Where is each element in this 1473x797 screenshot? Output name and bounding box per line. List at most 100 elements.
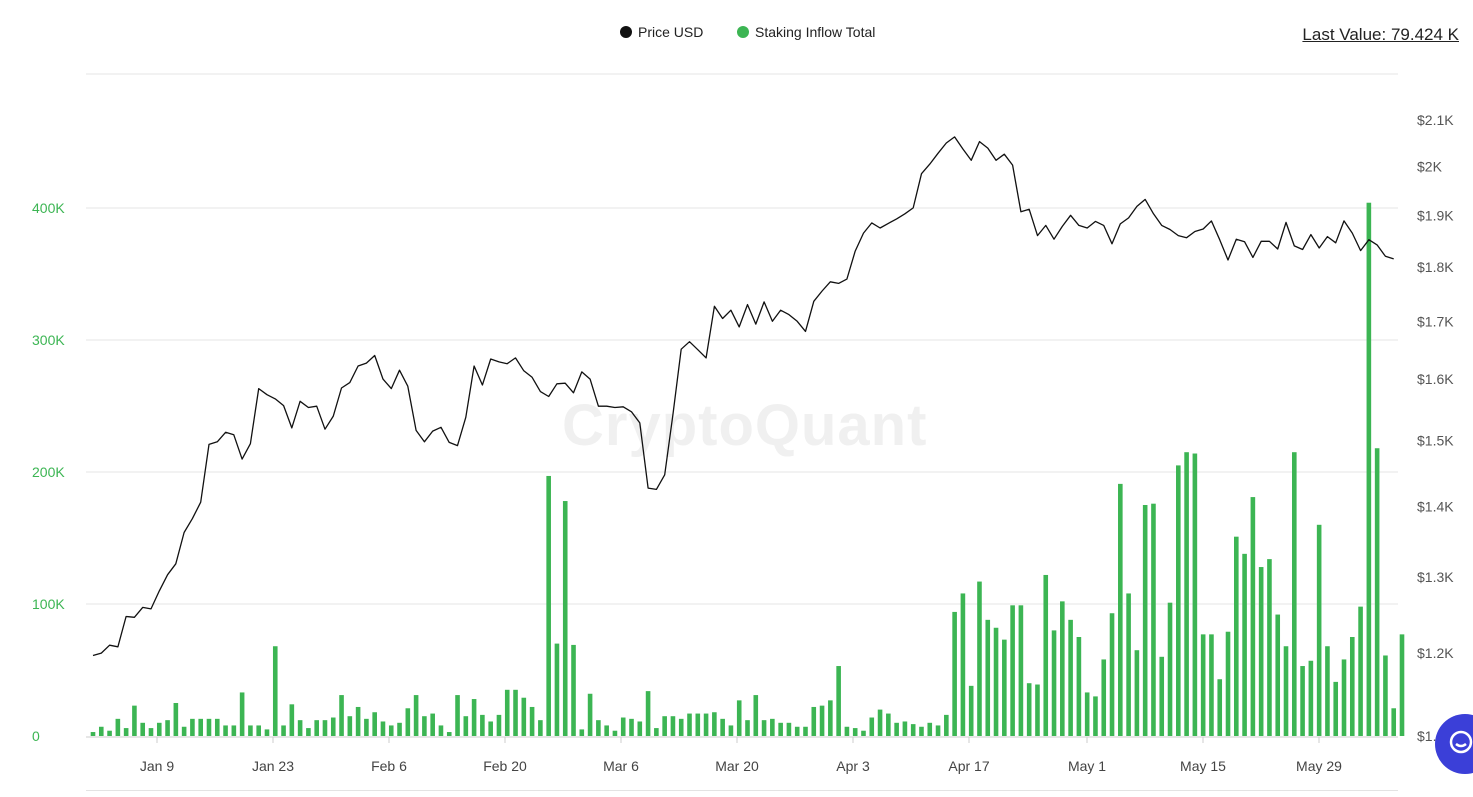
inflow-bar[interactable] <box>811 706 817 736</box>
inflow-bar[interactable] <box>919 726 924 736</box>
inflow-bar[interactable] <box>712 712 717 736</box>
inflow-bar[interactable] <box>546 475 551 736</box>
inflow-bar[interactable] <box>935 725 941 736</box>
inflow-bar[interactable] <box>645 691 651 736</box>
inflow-bar[interactable] <box>1026 683 1032 736</box>
inflow-bar[interactable] <box>637 721 643 736</box>
inflow-bar[interactable] <box>720 718 725 736</box>
inflow-bar[interactable] <box>629 718 634 736</box>
inflow-bar[interactable] <box>803 726 808 736</box>
inflow-bar[interactable] <box>1167 602 1173 736</box>
inflow-bar[interactable] <box>1184 452 1189 736</box>
inflow-bar[interactable] <box>1060 601 1065 736</box>
inflow-bar[interactable] <box>894 722 899 736</box>
inflow-bar[interactable] <box>1217 679 1223 736</box>
inflow-bar[interactable] <box>736 700 742 736</box>
inflow-bar[interactable] <box>529 706 535 736</box>
legend-item-price[interactable]: Price USD <box>620 24 703 40</box>
inflow-bar[interactable] <box>844 726 850 736</box>
inflow-bar[interactable] <box>306 728 311 736</box>
inflow-bar[interactable] <box>1275 614 1281 736</box>
inflow-bar[interactable] <box>231 725 237 736</box>
inflow-bar[interactable] <box>422 716 427 736</box>
inflow-bar[interactable] <box>1093 696 1098 736</box>
inflow-bar[interactable] <box>1341 659 1347 736</box>
inflow-bar[interactable] <box>496 714 502 736</box>
inflow-bar[interactable] <box>1109 613 1115 736</box>
inflow-bar[interactable] <box>181 726 187 736</box>
inflow-bar[interactable] <box>156 722 162 736</box>
inflow-bar[interactable] <box>596 720 601 736</box>
inflow-bar[interactable] <box>828 700 833 736</box>
inflow-bar[interactable] <box>1018 605 1024 736</box>
inflow-bar[interactable] <box>206 718 212 736</box>
inflow-bar[interactable] <box>1118 483 1123 736</box>
inflow-bar[interactable] <box>861 730 866 736</box>
inflow-bar[interactable] <box>1159 656 1165 736</box>
inflow-bar[interactable] <box>281 725 286 736</box>
inflow-bar[interactable] <box>786 722 792 736</box>
inflow-bar[interactable] <box>1358 606 1363 736</box>
inflow-bar[interactable] <box>1200 634 1206 736</box>
inflow-bar[interactable] <box>1176 465 1181 736</box>
inflow-bar[interactable] <box>728 725 734 736</box>
inflow-bar[interactable] <box>322 720 328 736</box>
inflow-bar[interactable] <box>1076 637 1082 736</box>
inflow-bar[interactable] <box>140 722 146 736</box>
inflow-bar[interactable] <box>1291 452 1297 736</box>
inflow-bar[interactable] <box>107 730 112 736</box>
inflow-bar[interactable] <box>952 611 957 736</box>
inflow-bar[interactable] <box>910 724 916 736</box>
legend-item-inflow[interactable]: Staking Inflow Total <box>737 24 875 40</box>
inflow-bar[interactable] <box>612 730 618 736</box>
inflow-bar[interactable] <box>446 732 452 736</box>
inflow-bar[interactable] <box>794 726 800 736</box>
inflow-bar[interactable] <box>1084 692 1090 736</box>
inflow-bar[interactable] <box>985 619 991 736</box>
inflow-bar[interactable] <box>372 712 377 736</box>
last-value-link[interactable]: Last Value: 79.424 K <box>1302 25 1459 44</box>
inflow-bar[interactable] <box>761 720 767 736</box>
inflow-bar[interactable] <box>272 646 278 736</box>
inflow-bar[interactable] <box>438 725 444 736</box>
inflow-bar[interactable] <box>1333 681 1339 736</box>
inflow-bar[interactable] <box>753 695 759 736</box>
inflow-bar[interactable] <box>678 718 684 736</box>
inflow-bar[interactable] <box>339 695 344 736</box>
inflow-bar[interactable] <box>1068 619 1073 736</box>
inflow-bar[interactable] <box>98 726 104 736</box>
inflow-bar[interactable] <box>355 706 361 736</box>
inflow-bar[interactable] <box>1209 634 1214 736</box>
inflow-bar[interactable] <box>745 720 750 736</box>
inflow-bar[interactable] <box>670 716 676 736</box>
inflow-bar[interactable] <box>886 713 891 736</box>
inflow-bar[interactable] <box>1325 646 1330 736</box>
inflow-bar[interactable] <box>579 729 585 736</box>
inflow-bar[interactable] <box>562 501 568 736</box>
inflow-bar[interactable] <box>1366 202 1372 737</box>
inflow-bar[interactable] <box>314 720 319 736</box>
inflow-bar[interactable] <box>364 718 369 736</box>
inflow-bar[interactable] <box>430 713 435 736</box>
inflow-bar[interactable] <box>1391 708 1397 736</box>
inflow-bar[interactable] <box>256 725 261 736</box>
inflow-bar[interactable] <box>239 692 245 736</box>
inflow-bar[interactable] <box>620 717 626 736</box>
inflow-bar[interactable] <box>836 666 841 736</box>
inflow-bar[interactable] <box>1101 659 1107 736</box>
inflow-bar[interactable] <box>388 725 394 736</box>
inflow-bar[interactable] <box>463 716 469 736</box>
inflow-bar[interactable] <box>819 705 825 736</box>
inflow-bar[interactable] <box>148 728 154 736</box>
inflow-bar[interactable] <box>944 714 949 736</box>
inflow-bar[interactable] <box>1316 524 1322 736</box>
inflow-bar[interactable] <box>977 581 982 736</box>
inflow-bar[interactable] <box>132 705 137 736</box>
inflow-bar[interactable] <box>413 695 419 736</box>
inflow-bar[interactable] <box>1002 639 1007 736</box>
inflow-bar[interactable] <box>480 714 485 736</box>
inflow-bar[interactable] <box>513 689 518 736</box>
inflow-bar[interactable] <box>397 722 402 736</box>
inflow-bar[interactable] <box>1035 684 1040 736</box>
price-line[interactable] <box>92 136 1394 657</box>
